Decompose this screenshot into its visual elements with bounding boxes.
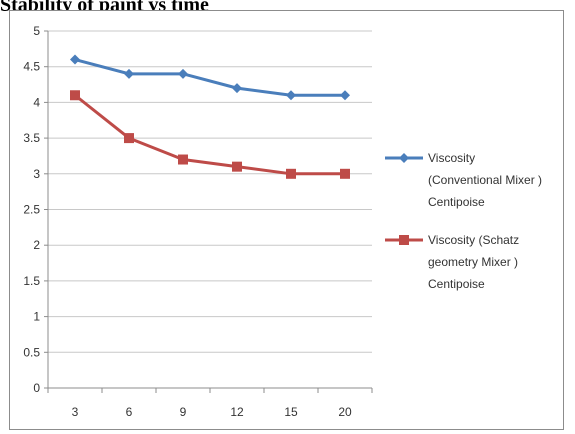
- legend-marker-2: [399, 235, 409, 245]
- chart-area: [9, 10, 564, 430]
- data-point-series-2: [286, 168, 296, 179]
- data-point-series-2: [340, 168, 350, 179]
- x-tick-label: 12: [230, 405, 244, 419]
- data-point-series-1: [286, 90, 296, 101]
- y-tick-label: 1.5: [23, 274, 40, 288]
- data-point-series-1: [340, 90, 350, 101]
- x-tick-label: 15: [284, 405, 298, 419]
- y-tick-label: 2: [33, 238, 40, 252]
- data-point-series-1: [232, 83, 242, 94]
- y-tick-label: 0: [33, 381, 40, 395]
- x-tick-label: 9: [180, 405, 187, 419]
- y-tick-label: 3.5: [23, 131, 40, 145]
- x-tick-label: 20: [338, 405, 352, 419]
- data-point-series-2: [124, 133, 134, 144]
- data-point-series-2: [178, 154, 188, 165]
- data-point-series-1: [124, 68, 134, 79]
- y-tick-label: 1: [33, 310, 40, 324]
- legend-label: Centipoise: [428, 195, 485, 209]
- data-point-series-2: [232, 161, 242, 172]
- legend-label: Viscosity: [428, 151, 475, 165]
- data-point-series-1: [70, 54, 80, 65]
- data-point-series-2: [70, 90, 80, 101]
- legend-label: (Conventional Mixer ): [428, 173, 542, 187]
- series-line-1: [74, 58, 345, 97]
- data-point-series-1: [178, 68, 188, 79]
- y-tick-label: 0.5: [23, 345, 40, 359]
- x-tick-label: 3: [72, 405, 79, 419]
- series-line-2: [74, 94, 345, 176]
- legend-label: geometry Mixer ): [428, 255, 518, 269]
- legend-marker-1: [399, 153, 409, 163]
- legend-label: Centipoise: [428, 277, 485, 291]
- legend-label: Viscosity (Schatz: [428, 233, 519, 247]
- y-tick-label: 4: [33, 95, 40, 109]
- y-tick-label: 4.5: [23, 60, 40, 74]
- y-tick-label: 2.5: [23, 203, 40, 217]
- y-tick-label: 5: [33, 24, 40, 38]
- y-tick-label: 3: [33, 167, 40, 181]
- x-tick-label: 6: [126, 405, 133, 419]
